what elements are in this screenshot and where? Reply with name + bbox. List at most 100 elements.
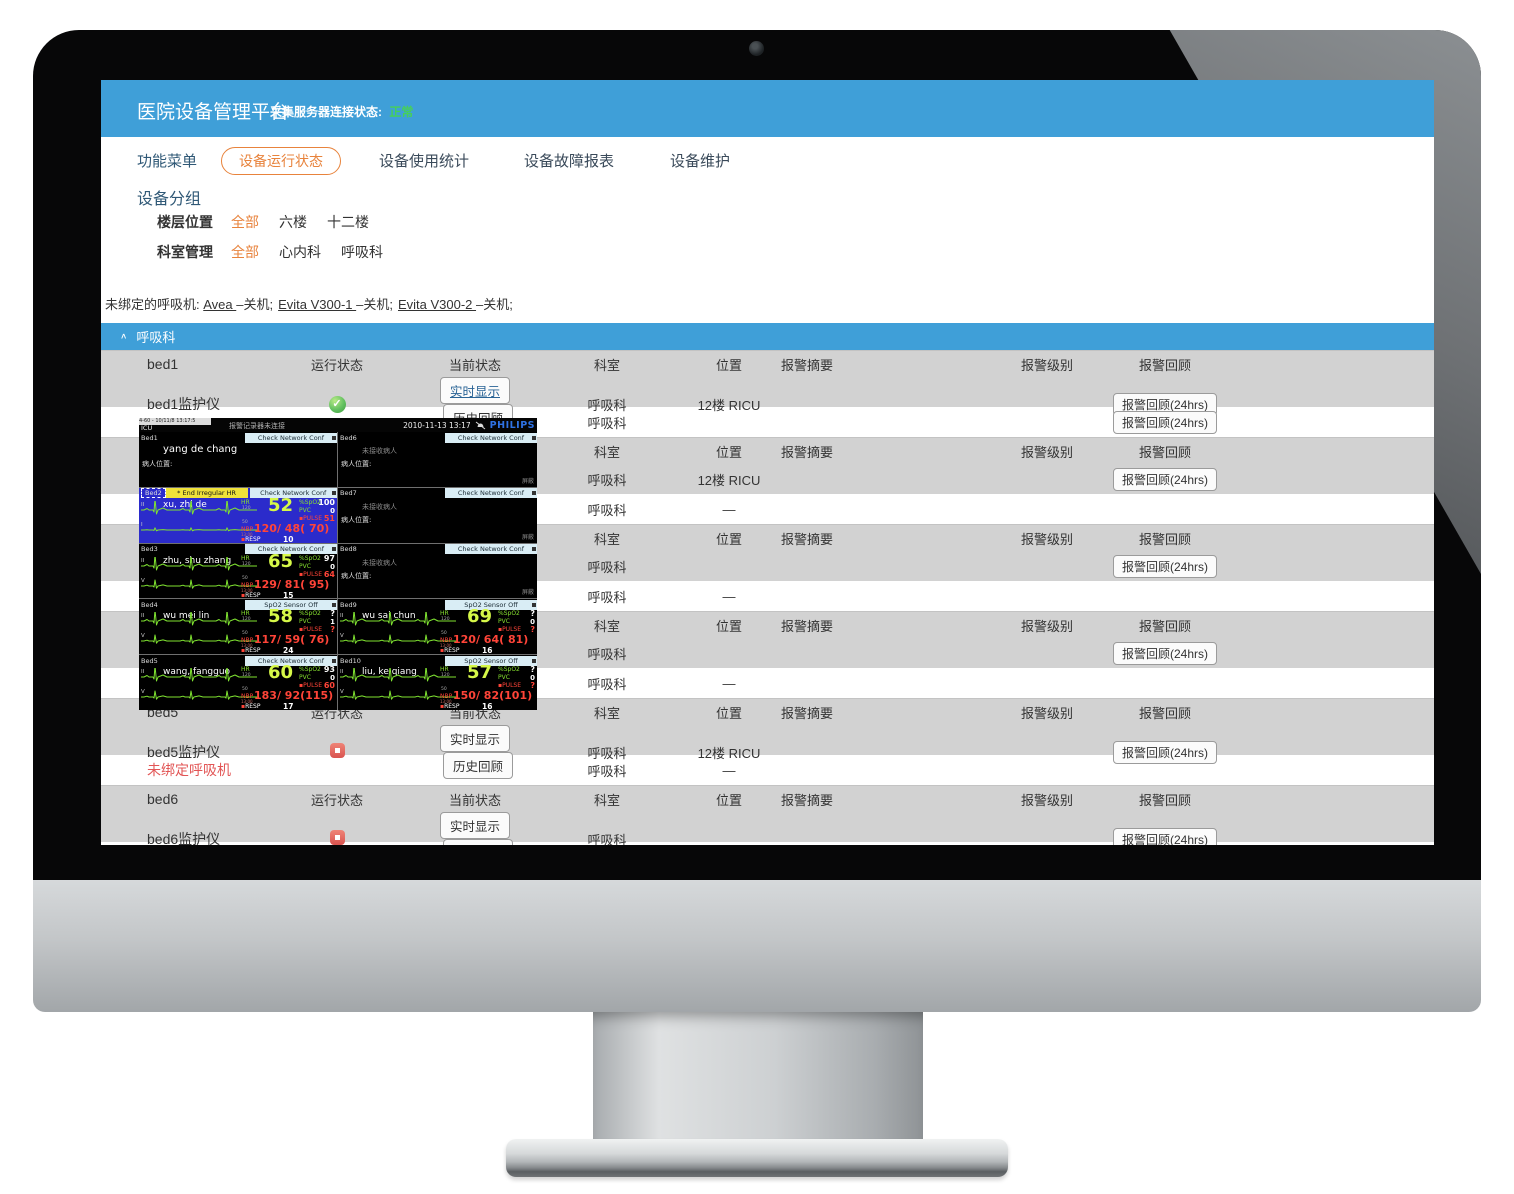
tab-1[interactable]: 设备运行状态 xyxy=(221,146,342,175)
filter-option[interactable]: 十二楼 xyxy=(327,214,369,230)
alarm-review-button[interactable]: 报警回顾(24hrs) xyxy=(1113,410,1217,434)
pulse-value: 60 xyxy=(323,681,335,691)
tab-4[interactable]: 设备维护 xyxy=(670,152,731,170)
unbound-prefix: 未绑定的呼吸机: xyxy=(105,297,204,312)
ecg-waveforms xyxy=(340,668,456,700)
ecg-lead-label: I xyxy=(141,521,143,528)
history-review-button[interactable]: 历史回顾 xyxy=(442,839,513,845)
status-ok-icon: ✓ xyxy=(328,396,346,413)
table-header-row: bed1 运行状态 当前状态 科室 位置 报警摘要 报警级别 报警回顾 xyxy=(101,350,1434,377)
group-title: 设备分组 xyxy=(137,191,202,208)
location-cell: — xyxy=(722,501,736,517)
device-name: bed1监护仪 xyxy=(147,396,221,412)
location-cell: — xyxy=(722,762,736,778)
realtime-display-button[interactable]: 实时显示 xyxy=(439,725,510,752)
alarm-review-button[interactable]: 报警回顾(24hrs) xyxy=(1113,392,1217,416)
bed-name: bed6 xyxy=(147,791,179,807)
col-alarm-summary: 报警摘要 xyxy=(781,531,834,547)
monitor-bed-tile-bed3: Bed3 Check Network Conf zhu, shu zhang II V H… xyxy=(139,543,337,599)
nbp-time: 13:00 xyxy=(241,699,253,705)
dept-cell: 呼吸科 xyxy=(587,502,627,518)
pvc-label: PVC xyxy=(299,506,311,514)
realtime-display-button[interactable]: 实时显示 xyxy=(439,377,510,404)
device-row: bed5监护仪 实时显示历史回顾 呼吸科 12楼 RICU 报警回顾(24hrs) xyxy=(101,725,1434,779)
bed-tile-header: Bed5 Check Network Conf xyxy=(139,655,337,666)
ecg-lead-label: V xyxy=(141,577,145,584)
alarm-review-button[interactable]: 报警回顾(24hrs) xyxy=(1113,467,1217,491)
dropdown-arrow-icon xyxy=(332,491,336,496)
bed-label: Bed3 xyxy=(141,545,158,554)
nbp-label: NBP xyxy=(241,637,254,645)
ventilator-link[interactable]: Evita V300-1 xyxy=(278,297,357,312)
nbp-value: 117/ 59( 76) xyxy=(254,633,330,647)
alarm-review-button[interactable]: 报警回顾(24hrs) xyxy=(1113,554,1217,578)
hr-lower-limit: 50 xyxy=(441,687,447,693)
resp-label: ▪RESP xyxy=(440,647,460,655)
pvc-value: 0 xyxy=(330,506,335,515)
hr-lower-limit: 50 xyxy=(441,631,447,637)
alarm-review-button[interactable]: 报警回顾(24hrs) xyxy=(1113,827,1217,845)
filter-option[interactable]: 心内科 xyxy=(279,244,321,260)
realtime-monitor-popup: 4-60 - 10/11/8 13:17:5 ICU 报警记录器未连接 2010… xyxy=(139,418,537,710)
col-alarm-review: 报警回顾 xyxy=(1138,531,1191,547)
suspend-label: 屏蔽 xyxy=(521,477,534,485)
alarm-message-box: SpO2 Sensor Off xyxy=(445,599,537,610)
patient-location-label: 病人位置: xyxy=(341,571,372,580)
ecg-lead-label: II xyxy=(141,501,145,508)
dept-cell: 呼吸科 xyxy=(587,646,627,662)
ecg-lead-label: II xyxy=(141,613,145,620)
tab-3[interactable]: 设备故障报表 xyxy=(524,152,615,170)
ventilator-link[interactable]: Evita V300-2 xyxy=(397,297,477,312)
spo2-value: ? xyxy=(530,609,535,619)
col-location: 位置 xyxy=(715,531,742,547)
nbp-label: NBP xyxy=(241,581,254,589)
section-title: 呼吸科 xyxy=(136,330,176,345)
hr-upper-limit: 120 xyxy=(441,673,450,679)
run-status-cell: ✓ xyxy=(261,395,413,413)
spo2-label: %SpO2 xyxy=(299,610,321,618)
spo2-value: ? xyxy=(530,665,535,675)
hr-label: HR xyxy=(241,498,250,506)
ecg-lead-label: V xyxy=(141,689,145,696)
patient-name: wu mei lin xyxy=(163,611,210,622)
filter-option[interactable]: 呼吸科 xyxy=(341,244,383,260)
col-alarm-review: 报警回顾 xyxy=(1138,618,1191,634)
alarm-review-button[interactable]: 报警回顾(24hrs) xyxy=(1113,740,1217,764)
bed-tile-header: Bed10 SpO2 Sensor Off xyxy=(338,655,537,666)
section-bar-respiratory[interactable]: ∧ 呼吸科 xyxy=(101,323,1434,350)
col-alarm-level: 报警级别 xyxy=(1020,705,1073,721)
arrhythmia-alert: * End Irregular HR xyxy=(165,488,248,499)
dropdown-arrow-icon xyxy=(332,435,336,440)
nbp-time: 13:00 xyxy=(440,643,452,649)
alarm-message-box: SpO2 Sensor Off xyxy=(245,599,337,610)
bed-tile-header: Bed9 SpO2 Sensor Off xyxy=(338,599,537,610)
nbp-value: 150/ 82(101) xyxy=(453,689,533,703)
alarm-paused-icon xyxy=(475,421,485,429)
pulse-label: ▪PULSE xyxy=(299,682,323,690)
alarm-review-button[interactable]: 报警回顾(24hrs) xyxy=(1113,641,1217,665)
monitor-frame: 医院设备管理平台 采集服务器连接状态: 正常 功能菜单 设备运行状态 设备使用统计… xyxy=(33,30,1481,880)
collapse-caret-icon[interactable]: ∧ xyxy=(120,332,128,341)
filter-option[interactable]: 全部 xyxy=(231,214,259,230)
filter-option[interactable]: 六楼 xyxy=(279,214,307,230)
location-cell: 12楼 RICU xyxy=(697,397,761,413)
main-nav: 功能菜单 设备运行状态 设备使用统计 设备故障报表 设备维护 xyxy=(101,143,730,177)
dropdown-arrow-icon xyxy=(332,547,336,552)
hr-value: 57 xyxy=(466,662,492,684)
filter-option[interactable]: 全部 xyxy=(231,244,259,260)
realtime-display-button[interactable]: 实时显示 xyxy=(439,812,510,839)
col-dept: 科室 xyxy=(593,531,620,547)
dept-cell: 呼吸科 xyxy=(587,589,627,605)
dropdown-arrow-icon xyxy=(532,658,536,663)
ventilator-link[interactable]: Avea xyxy=(203,297,237,312)
col-alarm-level: 报警级别 xyxy=(1020,357,1073,373)
filter-label: 科室管理 xyxy=(157,244,213,260)
dept-cell: 呼吸科 xyxy=(587,397,627,413)
server-status-value: 正常 xyxy=(389,105,414,119)
hr-label: HR xyxy=(241,610,250,618)
tab-2[interactable]: 设备使用统计 xyxy=(379,152,470,170)
device-name: bed6监护仪 xyxy=(147,831,221,845)
patient-name: zhu, shu zhang xyxy=(163,555,232,566)
history-review-button[interactable]: 历史回顾 xyxy=(442,752,513,779)
col-current-status: 当前状态 xyxy=(448,357,501,373)
